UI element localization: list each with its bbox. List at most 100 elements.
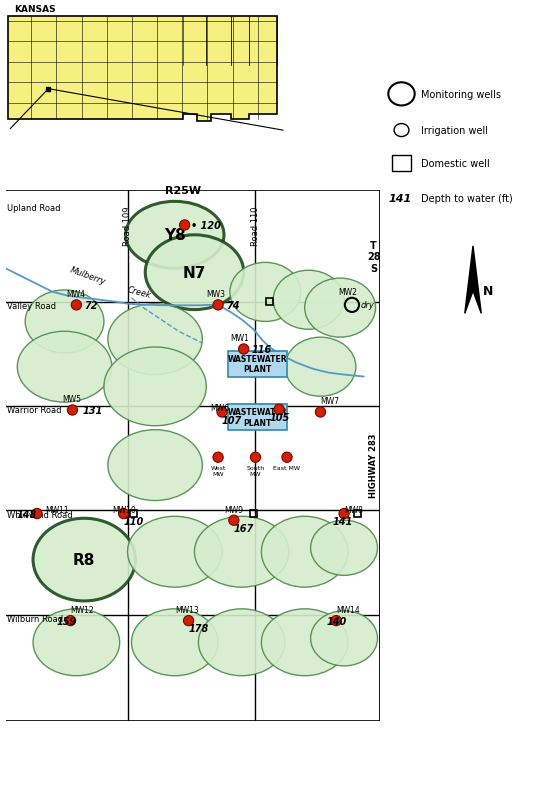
Text: MW12: MW12	[70, 605, 94, 613]
Ellipse shape	[33, 609, 120, 676]
Text: dry: dry	[361, 301, 375, 310]
Text: 141: 141	[332, 517, 353, 527]
Polygon shape	[465, 247, 481, 314]
Text: 131: 131	[82, 406, 102, 415]
Text: 141: 141	[388, 194, 411, 204]
Circle shape	[67, 406, 78, 416]
Circle shape	[229, 516, 239, 526]
Ellipse shape	[17, 332, 112, 402]
Text: MW9: MW9	[224, 505, 243, 514]
Text: MW3: MW3	[206, 289, 226, 299]
Ellipse shape	[145, 235, 244, 310]
Circle shape	[239, 344, 249, 355]
Circle shape	[72, 300, 81, 311]
Text: East MW: East MW	[273, 466, 300, 471]
Text: WASTEWATER
PLANT: WASTEWATER PLANT	[228, 408, 287, 427]
Circle shape	[331, 616, 342, 626]
Circle shape	[184, 616, 194, 626]
Text: • 120: • 120	[190, 221, 221, 230]
Text: MW1: MW1	[230, 333, 249, 342]
Text: Road 109: Road 109	[123, 206, 132, 246]
Ellipse shape	[195, 516, 289, 588]
Text: N: N	[483, 285, 493, 298]
Text: Wilburn Road: Wilburn Road	[8, 614, 64, 623]
Text: MW7: MW7	[321, 397, 339, 406]
Text: N7: N7	[183, 265, 206, 280]
Text: R25W: R25W	[164, 186, 201, 196]
Text: MW8: MW8	[344, 505, 363, 514]
Text: Warrior Road: Warrior Road	[8, 406, 62, 415]
Circle shape	[213, 453, 223, 463]
Text: MW2: MW2	[338, 287, 357, 297]
Text: WASTEWATER
PLANT: WASTEWATER PLANT	[228, 355, 287, 374]
Bar	[266, 299, 273, 306]
Text: Valley Road: Valley Road	[8, 302, 57, 311]
Circle shape	[274, 405, 284, 415]
Ellipse shape	[311, 520, 377, 576]
Ellipse shape	[305, 279, 376, 338]
Text: MW6: MW6	[210, 403, 229, 413]
Text: MW14: MW14	[336, 605, 360, 613]
Bar	[228, 405, 287, 430]
Text: Y8: Y8	[164, 228, 186, 243]
Text: 178: 178	[189, 624, 209, 634]
Text: 159: 159	[57, 616, 77, 626]
Text: 140: 140	[326, 616, 346, 626]
Ellipse shape	[108, 304, 202, 375]
Bar	[228, 352, 287, 377]
Ellipse shape	[273, 271, 344, 330]
Ellipse shape	[108, 430, 202, 501]
Text: 167: 167	[234, 524, 254, 533]
Circle shape	[118, 509, 129, 519]
Ellipse shape	[128, 516, 222, 588]
Text: MW4: MW4	[67, 289, 85, 299]
Text: Irrigation well: Irrigation well	[421, 126, 488, 136]
Ellipse shape	[261, 516, 348, 588]
Bar	[250, 511, 257, 517]
Text: 74: 74	[226, 300, 239, 311]
Ellipse shape	[311, 611, 377, 666]
Bar	[354, 511, 361, 517]
Text: MW10: MW10	[112, 505, 135, 514]
Circle shape	[250, 453, 261, 463]
Text: MW13: MW13	[175, 605, 199, 613]
Text: Domestic well: Domestic well	[421, 159, 490, 169]
Polygon shape	[8, 18, 277, 122]
Text: Mulberry: Mulberry	[69, 266, 107, 287]
Text: Monitoring wells: Monitoring wells	[421, 90, 501, 100]
Text: Road 110: Road 110	[251, 206, 260, 246]
Text: 72: 72	[84, 300, 98, 311]
Text: 110: 110	[124, 517, 144, 527]
Text: Depth to water (ft): Depth to water (ft)	[421, 194, 513, 204]
Text: West
MW: West MW	[211, 466, 226, 476]
Text: MW11: MW11	[45, 505, 69, 514]
Text: 148: 148	[16, 509, 37, 519]
Ellipse shape	[131, 609, 218, 676]
Ellipse shape	[104, 348, 206, 426]
Ellipse shape	[230, 263, 301, 322]
Circle shape	[282, 453, 292, 463]
Bar	[130, 511, 137, 517]
Text: R8: R8	[73, 552, 95, 568]
Text: 105: 105	[270, 413, 289, 422]
Ellipse shape	[285, 338, 356, 397]
Bar	[392, 157, 411, 172]
Text: HIGHWAY 283: HIGHWAY 283	[369, 434, 378, 498]
Circle shape	[213, 300, 223, 311]
Circle shape	[179, 221, 190, 230]
Ellipse shape	[125, 202, 224, 269]
Text: KANSAS: KANSAS	[14, 5, 56, 14]
Text: MW5: MW5	[63, 394, 81, 403]
Circle shape	[339, 509, 349, 519]
Ellipse shape	[199, 609, 285, 676]
Circle shape	[217, 407, 227, 418]
Text: T
28
S: T 28 S	[367, 241, 381, 274]
Text: South
MW: South MW	[246, 466, 265, 476]
Ellipse shape	[261, 609, 348, 676]
Circle shape	[315, 407, 326, 418]
Text: Whirlwind Road: Whirlwind Road	[8, 510, 73, 520]
Text: 107: 107	[222, 415, 243, 426]
Circle shape	[32, 509, 42, 519]
Ellipse shape	[25, 291, 104, 353]
Text: Upland Road: Upland Road	[8, 203, 61, 213]
